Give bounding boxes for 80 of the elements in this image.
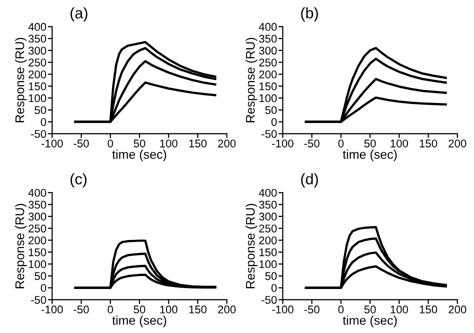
y-tick-label: 100 bbox=[28, 94, 46, 102]
x-tick-label: 200 bbox=[218, 140, 236, 148]
x-tick-label: 100 bbox=[160, 140, 178, 148]
x-tick-label: 150 bbox=[420, 140, 438, 148]
y-tick-label: 250 bbox=[28, 224, 46, 232]
y-tick-label: 300 bbox=[28, 212, 46, 221]
x-axis-title: time (sec) bbox=[342, 150, 397, 162]
x-tick-label: 0 bbox=[338, 306, 344, 314]
x-tick-label: 150 bbox=[420, 306, 438, 314]
x-tick-label: 100 bbox=[390, 306, 408, 314]
y-tick-label: 300 bbox=[28, 46, 46, 55]
y-tick-label: 200 bbox=[259, 70, 277, 78]
x-axis-title: time (sec) bbox=[112, 150, 166, 162]
x-tick-label: -50 bbox=[304, 306, 320, 314]
y-axis-title: Response (RU) bbox=[246, 38, 258, 122]
x-tick-label: 50 bbox=[364, 140, 376, 148]
x-tick-label: 100 bbox=[160, 306, 178, 314]
chart-title: (b) bbox=[301, 7, 318, 22]
x-tick-label: 200 bbox=[448, 306, 466, 314]
x-tick-label: 50 bbox=[134, 306, 146, 314]
y-tick-label: -50 bbox=[31, 130, 46, 138]
y-tick-label: 250 bbox=[28, 58, 46, 66]
y-axis-title: Response (RU) bbox=[246, 204, 258, 288]
y-tick-label: 50 bbox=[34, 106, 46, 114]
y-tick-label: 50 bbox=[265, 106, 277, 114]
y-tick-label: 350 bbox=[259, 34, 277, 43]
y-tick-label: 250 bbox=[259, 58, 277, 66]
chart-title: (d) bbox=[301, 173, 318, 188]
y-tick-label: 350 bbox=[28, 200, 46, 209]
y-tick-label: 0 bbox=[40, 284, 46, 292]
x-tick-label: 0 bbox=[108, 140, 114, 148]
x-tick-label: -100 bbox=[272, 140, 294, 148]
y-tick-label: 0 bbox=[40, 118, 46, 126]
y-tick-label: 200 bbox=[28, 70, 46, 78]
x-tick-label: 0 bbox=[338, 140, 344, 148]
x-tick-label: -100 bbox=[42, 140, 63, 148]
y-tick-label: 0 bbox=[271, 118, 277, 126]
x-tick-label: -50 bbox=[74, 140, 89, 148]
y-tick-label: -50 bbox=[262, 296, 277, 304]
x-tick-label: -50 bbox=[74, 306, 89, 314]
y-tick-label: 150 bbox=[259, 248, 277, 256]
x-tick-label: 50 bbox=[134, 140, 146, 148]
chart-title: (a) bbox=[70, 7, 88, 22]
x-tick-label: -50 bbox=[304, 140, 320, 148]
y-tick-label: 400 bbox=[28, 22, 46, 31]
x-tick-label: 150 bbox=[189, 140, 207, 148]
y-tick-label: -50 bbox=[262, 130, 277, 138]
x-tick-label: -100 bbox=[42, 306, 63, 314]
y-axis-title: Response (RU) bbox=[15, 38, 27, 122]
x-tick-label: 50 bbox=[364, 306, 376, 314]
y-tick-label: 300 bbox=[259, 212, 277, 221]
x-tick-label: 200 bbox=[448, 140, 466, 148]
y-axis-title: Response (RU) bbox=[15, 204, 27, 288]
y-tick-label: 300 bbox=[259, 46, 277, 55]
y-tick-label: 200 bbox=[28, 236, 46, 244]
x-tick-label: 100 bbox=[390, 140, 408, 148]
y-tick-label: 350 bbox=[259, 200, 277, 209]
y-tick-label: 400 bbox=[28, 188, 46, 197]
y-tick-label: -50 bbox=[31, 296, 46, 304]
y-tick-label: 250 bbox=[259, 224, 277, 232]
y-tick-label: 150 bbox=[28, 248, 46, 256]
x-axis-title: time (sec) bbox=[112, 316, 166, 328]
y-tick-label: 100 bbox=[259, 260, 277, 268]
y-tick-label: 400 bbox=[258, 22, 277, 31]
x-tick-label: -100 bbox=[272, 306, 294, 314]
y-tick-label: 150 bbox=[259, 82, 277, 90]
chart-title: (c) bbox=[70, 173, 86, 188]
x-axis-title: time (sec) bbox=[342, 316, 397, 328]
y-tick-label: 400 bbox=[258, 188, 277, 197]
x-tick-label: 150 bbox=[189, 306, 207, 314]
y-tick-label: 50 bbox=[34, 272, 46, 280]
x-tick-label: 0 bbox=[108, 306, 114, 314]
y-tick-label: 100 bbox=[259, 94, 277, 102]
y-tick-label: 0 bbox=[271, 284, 277, 292]
y-tick-label: 200 bbox=[259, 236, 277, 244]
y-tick-label: 100 bbox=[28, 260, 46, 268]
y-tick-label: 150 bbox=[28, 82, 46, 90]
y-tick-label: 350 bbox=[28, 34, 46, 43]
x-tick-label: 200 bbox=[218, 306, 236, 314]
y-tick-label: 50 bbox=[265, 272, 277, 280]
